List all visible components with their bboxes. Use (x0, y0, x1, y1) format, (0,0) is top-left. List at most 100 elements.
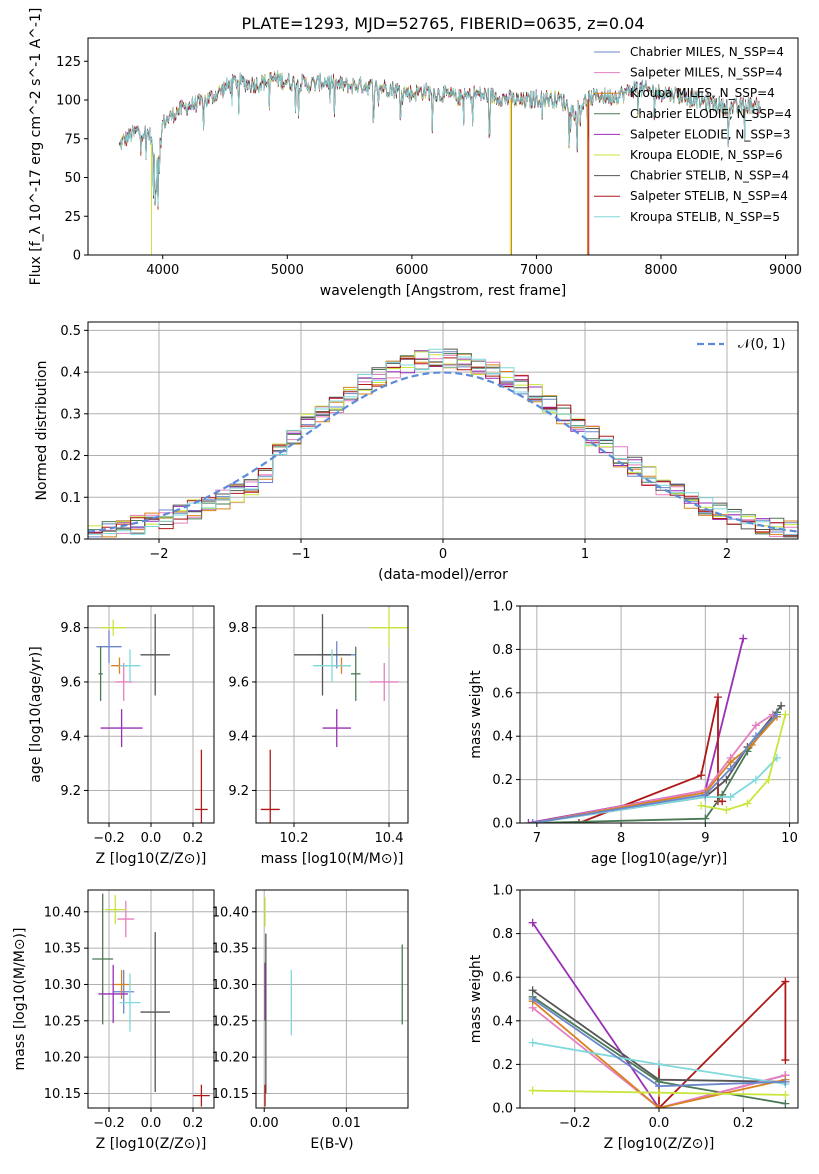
x-tick-label: 10.2 (280, 831, 309, 846)
spectrum-series-kroupa_stelib (118, 70, 761, 207)
marker-kroupa_elodie (655, 1088, 663, 1097)
marker-kroupa_stelib (751, 775, 760, 784)
x-tick-label: −1 (291, 547, 310, 562)
marker-kroupa_elodie (528, 1086, 537, 1095)
x-tick-label: 5000 (271, 263, 304, 278)
y-tick-label: 0.0 (492, 1102, 513, 1117)
x-tick-label: 0 (439, 547, 447, 562)
x-tick-label: −0.2 (93, 831, 125, 846)
y-tick-label: 9.8 (60, 621, 81, 636)
marker-salpeter_stelib (781, 1056, 790, 1065)
y-tick-label: 10.15 (44, 1087, 81, 1102)
x-tick-label: 0.01 (332, 1116, 361, 1131)
marker-chabrier_miles (751, 732, 760, 741)
x-tick-label: 2 (723, 547, 731, 562)
marker-chabrier_elodie (701, 814, 710, 823)
lines-weight_vs_age (524, 634, 790, 823)
legend-label-salpeter_stelib: Salpeter STELIB, N_SSP=4 (630, 189, 788, 203)
y-tick-label: 9.4 (228, 730, 249, 745)
histogram-frame (87, 321, 799, 540)
y-tick-label: 10.15 (212, 1087, 249, 1102)
marker-chabrier_miles (528, 995, 537, 1003)
x-tick-label: 0.2 (733, 1116, 754, 1131)
y-tick-label: 125 (56, 55, 81, 70)
x-tick-label: 0.0 (141, 831, 162, 846)
legend-label-chabrier_elodie: Chabrier ELODIE, N_SSP=4 (630, 107, 792, 121)
y-tick-label: 10.20 (44, 1051, 81, 1066)
y-tick-label: 0.4 (492, 1014, 513, 1029)
y-tick-label: 9.8 (228, 621, 249, 636)
chart-title: PLATE=1293, MJD=52765, FIBERID=0635, z=0… (241, 14, 644, 33)
y-axis-label: age [log10(age/yr)] (28, 646, 44, 782)
histogram-kroupa_stelib (88, 348, 798, 538)
y-tick-label: 9.6 (60, 675, 81, 690)
y-axis-label: Normed distribution (34, 361, 50, 501)
marker-chabrier_stelib (722, 775, 731, 784)
marker-kroupa_elodie (697, 801, 706, 810)
y-tick-label: 0.0 (60, 533, 81, 548)
x-tick-label: −0.2 (559, 1116, 591, 1131)
x-tick-label: 9 (701, 831, 709, 846)
x-tick-label: 9000 (769, 263, 802, 278)
x-tick-label: 4000 (146, 263, 179, 278)
marker-salpeter_elodie (739, 634, 748, 643)
marker-salpeter_elodie (524, 819, 533, 823)
marker-salpeter_stelib (697, 771, 706, 780)
x-axis-label: age [log10(age/yr)] (591, 851, 727, 867)
x-tick-label: 10.4 (375, 831, 404, 846)
x-tick-label: −2 (149, 547, 168, 562)
x-axis-label: Z [log10(Z/Z⊙)] (96, 1136, 207, 1152)
lines-weight_vs_z (528, 918, 790, 1108)
y-tick-label: 9.2 (228, 784, 249, 799)
y-axis-label: mass weight (468, 954, 484, 1043)
x-axis-label: Z [log10(Z/Z⊙)] (96, 851, 207, 867)
series-line-salpeter_miles (532, 1006, 786, 1108)
legend-label-normal: 𝒩(0, 1) (738, 337, 785, 352)
frame-weight_vs_age (519, 605, 799, 824)
marker-kroupa_elodie (781, 710, 790, 719)
errorbars-age_vs_z (96, 614, 208, 823)
x-tick-label: 1 (581, 547, 589, 562)
x-tick-label: 7 (533, 831, 541, 846)
y-tick-label: 10.25 (44, 1014, 81, 1029)
y-tick-label: 75 (64, 132, 81, 147)
x-axis-label: E(B-V) (310, 1136, 353, 1152)
y-tick-label: 25 (64, 210, 81, 225)
marker-chabrier_miles (528, 819, 537, 823)
axes-spectrum: 4000 5000 6000 7000 8000 9000 0 25 50 75 100 125 wav… (28, 8, 802, 299)
y-tick-label: 0.0 (492, 817, 513, 832)
y-tick-label: 10.40 (44, 905, 81, 920)
y-tick-label: 9.2 (60, 784, 81, 799)
y-tick-label: 10.20 (212, 1051, 249, 1066)
marker-kroupa_elodie (722, 805, 731, 814)
y-tick-label: 10.25 (212, 1014, 249, 1029)
marker-chabrier_miles (772, 710, 781, 719)
marker-chabrier_miles (726, 764, 735, 773)
y-tick-label: 10.35 (212, 942, 249, 957)
histograms (88, 348, 798, 538)
y-axis-label: mass [log10(M/M⊙)] (12, 928, 28, 1071)
y-tick-label: 0 (73, 249, 81, 264)
y-tick-label: 50 (64, 171, 81, 186)
marker-chabrier_miles (701, 790, 710, 799)
marker-salpeter_miles (751, 721, 760, 730)
y-tick-label: 100 (56, 94, 81, 109)
x-tick-label: 0.0 (141, 1116, 162, 1131)
legend-label-salpeter_miles: Salpeter MILES, N_SSP=4 (630, 66, 783, 80)
y-axis-label: mass weight (468, 670, 484, 759)
x-tick-label: 0.0 (649, 1116, 670, 1131)
x-tick-label: 7000 (520, 263, 553, 278)
marker-kroupa_elodie (781, 1090, 790, 1099)
y-tick-label: 9.4 (60, 730, 81, 745)
y-tick-label: 0.5 (60, 324, 81, 339)
marker-chabrier_miles (781, 1077, 790, 1086)
y-axis-label: Flux [f_λ 10^-17 erg cm^-2 s^-1 A^-1] (28, 8, 44, 286)
x-tick-label: −0.2 (93, 1116, 125, 1131)
y-tick-label: 10.30 (212, 978, 249, 993)
x-tick-label: 10 (781, 831, 798, 846)
y-tick-label: 0.2 (60, 449, 81, 464)
marker-kroupa_miles (655, 1104, 663, 1108)
axes-weight_vs_z: −0.2 0.0 0.2 0.0 0.2 0.4 0.6 0.8 1.0 Z [log10(Z/Z… (468, 884, 798, 1152)
errorbars-mass_vs_z (92, 893, 210, 1107)
